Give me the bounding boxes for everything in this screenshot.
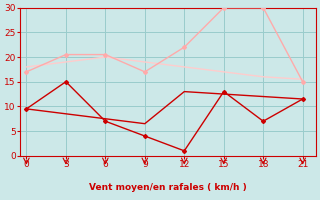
X-axis label: Vent moyen/en rafales ( km/h ): Vent moyen/en rafales ( km/h ) [89,183,247,192]
